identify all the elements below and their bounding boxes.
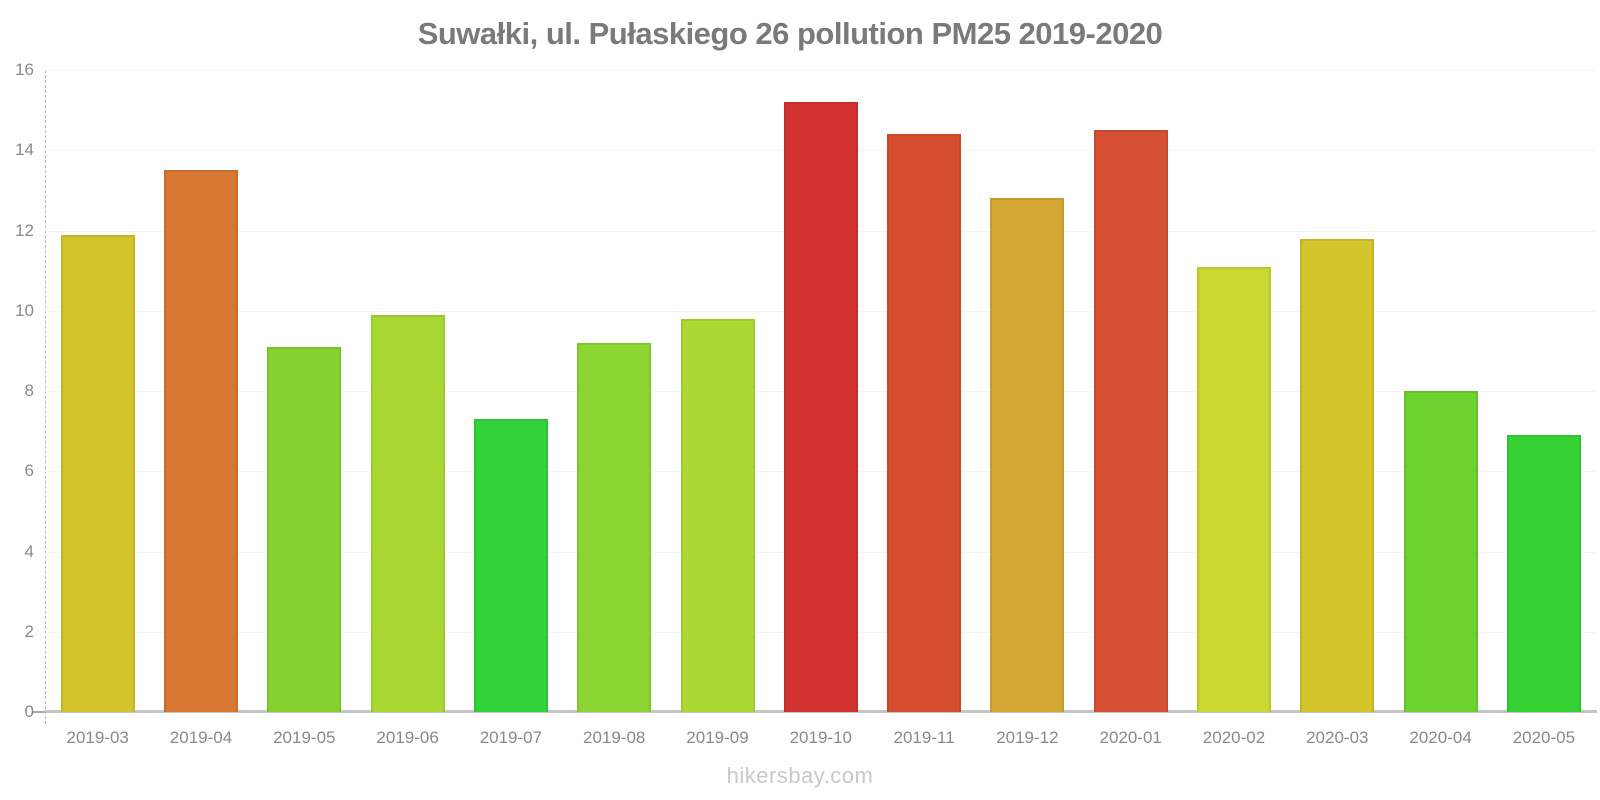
bar-2020-03 bbox=[1300, 238, 1375, 712]
x-axis-label-2020-02: 2020-02 bbox=[1202, 728, 1266, 747]
x-axis-label-2019-11: 2019-11 bbox=[893, 728, 955, 747]
y-axis-zero-tick bbox=[32, 711, 45, 713]
bar-2020-02 bbox=[1197, 266, 1271, 712]
plot-area bbox=[45, 70, 1597, 713]
watermark: hikersbay.com bbox=[726, 763, 874, 788]
y-axis-label-12: 12 bbox=[15, 220, 34, 240]
bar-2019-04 bbox=[164, 170, 238, 712]
bar-2019-07 bbox=[473, 419, 548, 712]
bar-2020-05 bbox=[1506, 435, 1581, 712]
y-axis-label-6: 6 bbox=[24, 461, 34, 481]
bar-2019-03 bbox=[60, 234, 135, 712]
y-axis-label-14: 14 bbox=[15, 140, 34, 160]
bar-2020-01 bbox=[1093, 130, 1168, 712]
bar-2019-11 bbox=[887, 134, 962, 712]
x-axis-label-2020-04: 2020-04 bbox=[1409, 728, 1472, 747]
x-axis-label-2019-05: 2019-05 bbox=[273, 728, 336, 747]
x-axis-label-2020-03: 2020-03 bbox=[1306, 728, 1369, 747]
y-axis-label-2: 2 bbox=[24, 621, 34, 641]
bar-2019-08 bbox=[577, 342, 652, 712]
bar-2019-10 bbox=[783, 102, 858, 712]
x-axis-label-2019-06: 2019-06 bbox=[376, 728, 439, 747]
bar-2019-05 bbox=[267, 346, 342, 712]
y-axis-label-4: 4 bbox=[24, 541, 34, 561]
x-axis-label-2019-04: 2019-04 bbox=[169, 728, 233, 747]
x-axis-label-2019-10: 2019-10 bbox=[789, 728, 852, 747]
x-axis-label-2020-01: 2020-01 bbox=[1099, 728, 1162, 747]
y-axis-label-8: 8 bbox=[24, 381, 34, 400]
chart-title: Suwałki, ul. Pułaskiego 26 pollution PM2… bbox=[417, 16, 1163, 51]
x-axis-label-2019-12: 2019-12 bbox=[996, 728, 1059, 747]
bar-2020-04 bbox=[1403, 391, 1478, 712]
x-axis-label-2019-08: 2019-08 bbox=[582, 728, 646, 747]
y-axis-label-16: 16 bbox=[15, 60, 34, 79]
x-axis-label-2020-05: 2020-05 bbox=[1512, 728, 1576, 747]
bar-2019-12 bbox=[990, 198, 1065, 712]
y-axis-label-10: 10 bbox=[15, 300, 34, 320]
bar-2019-09 bbox=[680, 318, 755, 712]
x-axis-label-2019-03: 2019-03 bbox=[66, 728, 129, 747]
x-axis-label-2019-07: 2019-07 bbox=[479, 728, 543, 747]
y-axis-line bbox=[45, 70, 46, 724]
x-axis-label-2019-09: 2019-09 bbox=[686, 728, 749, 747]
y-axis-label-0: 0 bbox=[24, 702, 34, 721]
bar-2019-06 bbox=[370, 314, 445, 712]
gridline-y-16 bbox=[45, 70, 1597, 71]
